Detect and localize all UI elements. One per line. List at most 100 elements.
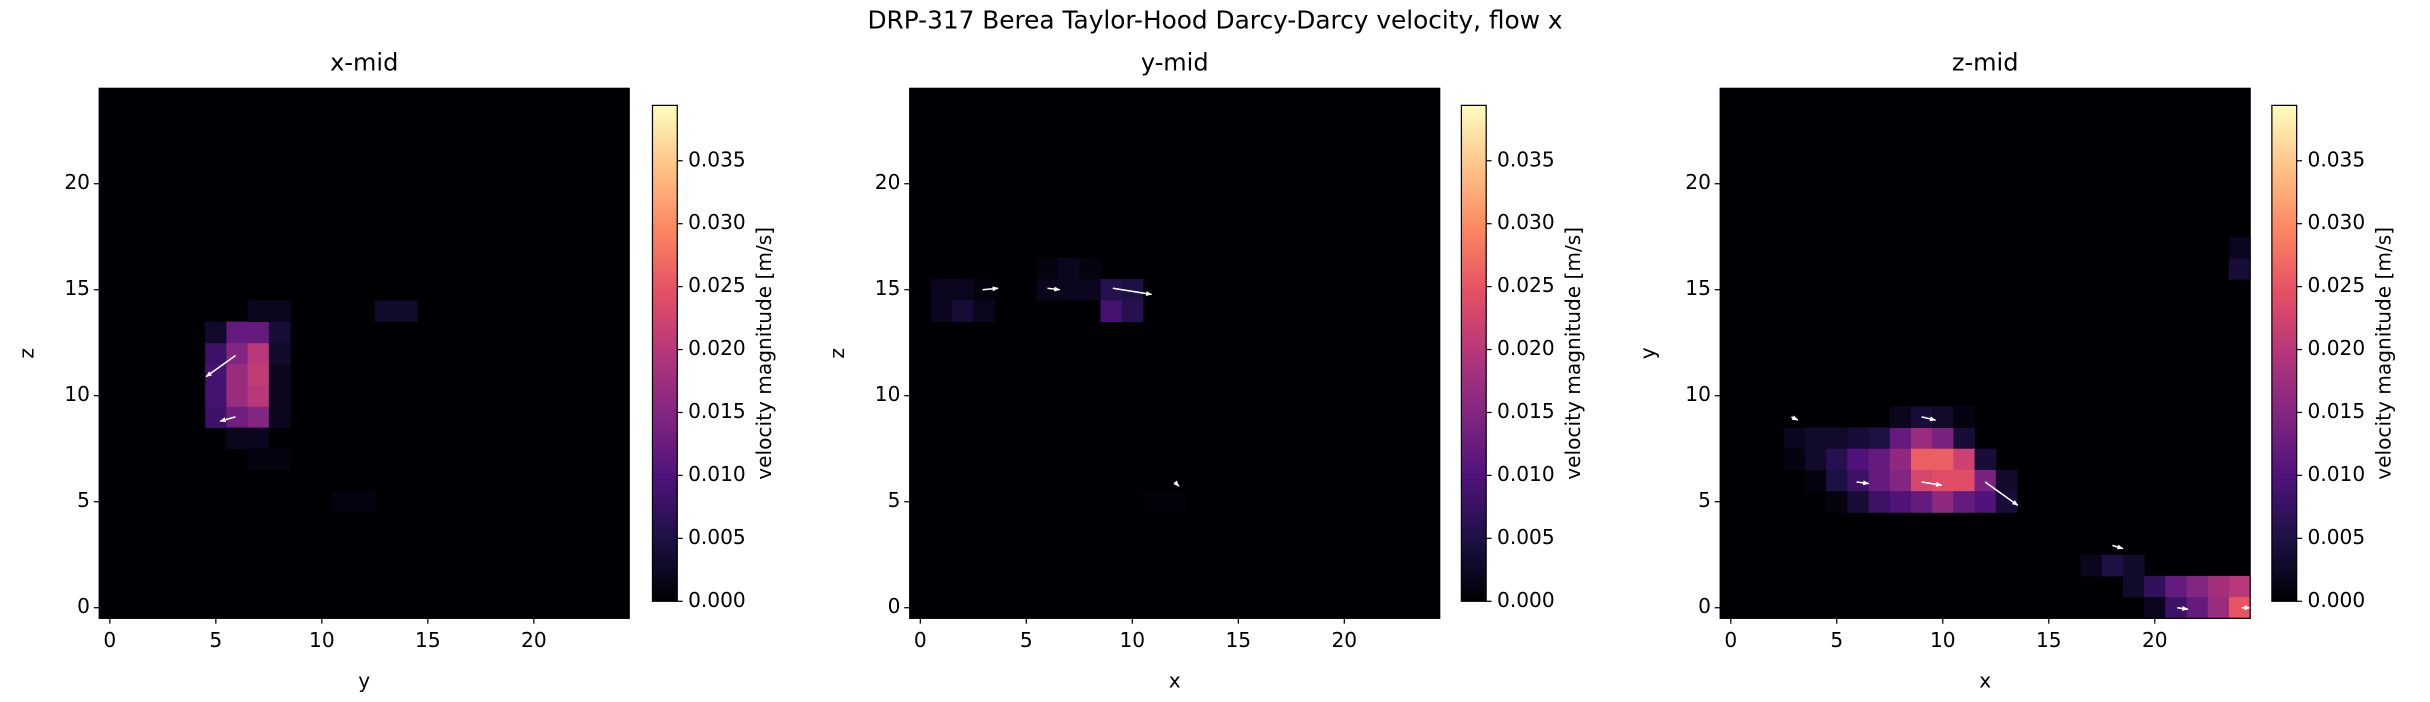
heat-cell bbox=[1995, 469, 2018, 492]
y-tick-label: 10 bbox=[64, 382, 90, 406]
heat-cell bbox=[1910, 427, 1933, 450]
heat-cell bbox=[1804, 427, 1827, 450]
colorbar-label: velocity magnitude [m/s] bbox=[752, 227, 776, 480]
colorbar-tick-label: 0.020 bbox=[688, 336, 746, 360]
heat-cell bbox=[1953, 448, 1976, 471]
heat-cell bbox=[268, 406, 291, 428]
velocity-arrow bbox=[982, 286, 999, 292]
y-tick-label: 10 bbox=[875, 382, 901, 406]
velocity-arrow bbox=[1856, 480, 1870, 486]
y-tick-label: 15 bbox=[875, 276, 901, 300]
heat-cell bbox=[1079, 257, 1101, 280]
y-tick-label: 0 bbox=[77, 594, 90, 618]
suptitle: DRP-317 Berea Taylor-Hood Darcy-Darcy ve… bbox=[867, 6, 1562, 35]
velocity-arrow bbox=[1984, 481, 2019, 506]
heat-cell bbox=[973, 300, 995, 322]
colorbar-tick-label: 0.035 bbox=[2308, 147, 2366, 171]
heat-cell bbox=[2165, 597, 2188, 619]
heat-cell bbox=[247, 342, 270, 365]
heat-cell bbox=[1847, 427, 1870, 450]
colorbar-tick-label: 0.015 bbox=[2308, 399, 2366, 423]
heat-cell bbox=[1953, 469, 1976, 492]
x-tick-label: 5 bbox=[209, 628, 222, 652]
heat-cell bbox=[1910, 469, 1933, 492]
heat-cell bbox=[1826, 448, 1848, 471]
heat-cell bbox=[247, 385, 270, 407]
heat-cell bbox=[1847, 448, 1870, 471]
x-tick-label: 15 bbox=[415, 628, 441, 652]
y-axis-label: y bbox=[1635, 347, 1659, 359]
heat-cell bbox=[247, 427, 270, 450]
heat-cell bbox=[205, 385, 227, 407]
heat-cell bbox=[1868, 427, 1891, 450]
heat-cell bbox=[1868, 448, 1891, 471]
heat-cell bbox=[2144, 597, 2166, 619]
heat-cell bbox=[226, 342, 249, 365]
heat-cell bbox=[2101, 554, 2124, 577]
heat-cell bbox=[268, 448, 291, 471]
heat-cell bbox=[1847, 491, 1870, 513]
heat-cell bbox=[247, 321, 270, 344]
heat-cell bbox=[1100, 279, 1123, 301]
heat-cell bbox=[1142, 491, 1165, 513]
y-tick-label: 0 bbox=[888, 594, 901, 618]
x-tick-label: 20 bbox=[2142, 628, 2168, 652]
plot-frame bbox=[1719, 87, 2251, 619]
heat-cell bbox=[268, 342, 291, 365]
heat-cell bbox=[1889, 469, 1912, 492]
y-tick-label: 0 bbox=[1698, 594, 1711, 618]
x-tick-label: 20 bbox=[1331, 628, 1357, 652]
heat-cell bbox=[268, 321, 291, 344]
x-tick-label: 15 bbox=[2036, 628, 2062, 652]
heat-cell bbox=[1058, 257, 1080, 280]
heat-cell bbox=[2228, 575, 2251, 598]
panel-title: x-mid bbox=[330, 49, 398, 77]
x-tick-label: 10 bbox=[1930, 628, 1956, 652]
panel-title: y-mid bbox=[1141, 49, 1209, 77]
heat-cell bbox=[1868, 491, 1891, 513]
heat-cell bbox=[1910, 448, 1933, 471]
y-tick-label: 15 bbox=[1685, 276, 1711, 300]
heat-cell bbox=[1974, 491, 1997, 513]
x-axis-label: x bbox=[1979, 668, 1991, 692]
heat-cell bbox=[1974, 448, 1997, 471]
heat-cell bbox=[1121, 279, 1144, 301]
heat-cell bbox=[2228, 597, 2251, 619]
colorbar-tick-label: 0.035 bbox=[1497, 147, 1555, 171]
heat-cell bbox=[1932, 427, 1954, 450]
colorbar bbox=[651, 104, 678, 602]
plot-frame bbox=[98, 87, 630, 619]
colorbar-tick-label: 0.010 bbox=[688, 462, 746, 486]
heat-cell bbox=[930, 300, 953, 322]
heat-cell bbox=[2122, 554, 2145, 577]
heat-cell bbox=[2165, 575, 2188, 598]
x-axis-label: y bbox=[358, 668, 370, 692]
heat-cell bbox=[1100, 300, 1123, 322]
heat-cell bbox=[353, 491, 376, 513]
x-tick-label: 5 bbox=[1830, 628, 1843, 652]
heat-cell bbox=[247, 448, 270, 471]
heat-cell bbox=[226, 427, 249, 450]
heat-cell bbox=[226, 321, 249, 344]
colorbar-tick-label: 0.015 bbox=[688, 399, 746, 423]
heat-cell bbox=[1953, 406, 1976, 428]
heat-cell bbox=[1036, 257, 1059, 280]
heat-cell bbox=[1932, 469, 1954, 492]
heat-cell bbox=[1164, 491, 1186, 513]
colorbar-tick-label: 0.020 bbox=[1497, 336, 1555, 360]
colorbar-tick-label: 0.000 bbox=[688, 588, 746, 612]
colorbar bbox=[2271, 104, 2298, 602]
heat-cell bbox=[396, 300, 418, 322]
heat-cell bbox=[1953, 491, 1976, 513]
heat-cell bbox=[1036, 279, 1059, 301]
y-tick-label: 5 bbox=[1698, 488, 1711, 512]
heat-cell bbox=[1826, 427, 1848, 450]
colorbar-tick-label: 0.010 bbox=[2308, 462, 2366, 486]
heat-cell bbox=[1868, 469, 1891, 492]
colorbar-tick-label: 0.005 bbox=[688, 525, 746, 549]
heat-cell bbox=[268, 300, 291, 322]
colorbar-label: velocity magnitude [m/s] bbox=[1561, 227, 1585, 480]
velocity-arrow bbox=[1112, 287, 1153, 296]
panel-title: z-mid bbox=[1952, 49, 2019, 77]
heat-cell bbox=[205, 363, 227, 386]
